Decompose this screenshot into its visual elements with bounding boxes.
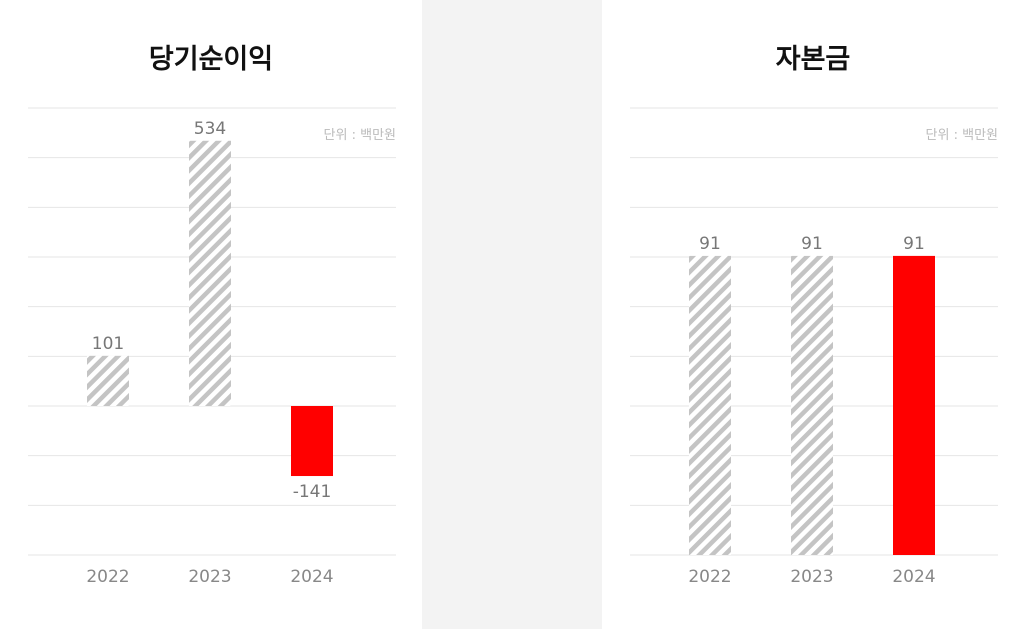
- x-tick-2024: 2024: [290, 567, 333, 587]
- bar-2023: [189, 140, 231, 406]
- value-label-2022: 91: [699, 234, 721, 254]
- unit-label: 단위 : 백만원: [926, 128, 998, 143]
- value-label-2023: 534: [194, 119, 226, 139]
- capital-chart-panel: 자본금 단위 : 백만원 91 2022 91 2023 91 2024: [602, 0, 1024, 629]
- value-label-2023: 91: [801, 234, 823, 254]
- net-income-chart: 당기순이익 단위 : 백만원 101 2022 534 2023 -141 2024: [28, 44, 396, 587]
- net-income-chart-panel: 당기순이익 단위 : 백만원 101 2022 534 2023 -141 2024: [0, 0, 422, 629]
- bar-2022: [87, 355, 129, 406]
- x-tick-2023: 2023: [188, 567, 231, 587]
- value-label-2024: 91: [903, 234, 925, 254]
- bar-2024: [291, 406, 333, 477]
- x-tick-2023: 2023: [790, 567, 833, 587]
- bar-2024: [893, 255, 935, 555]
- unit-label: 단위 : 백만원: [324, 128, 396, 143]
- value-label-2024: -141: [293, 482, 332, 502]
- value-label-2022: 101: [92, 334, 124, 354]
- chart-title: 당기순이익: [149, 44, 273, 75]
- capital-chart: 자본금 단위 : 백만원 91 2022 91 2023 91 2024: [630, 44, 998, 587]
- bar-2022: [689, 255, 731, 555]
- x-tick-2024: 2024: [892, 567, 935, 587]
- chart-title: 자본금: [776, 44, 851, 75]
- bar-2023: [791, 255, 833, 555]
- x-tick-2022: 2022: [688, 567, 731, 587]
- x-tick-2022: 2022: [86, 567, 129, 587]
